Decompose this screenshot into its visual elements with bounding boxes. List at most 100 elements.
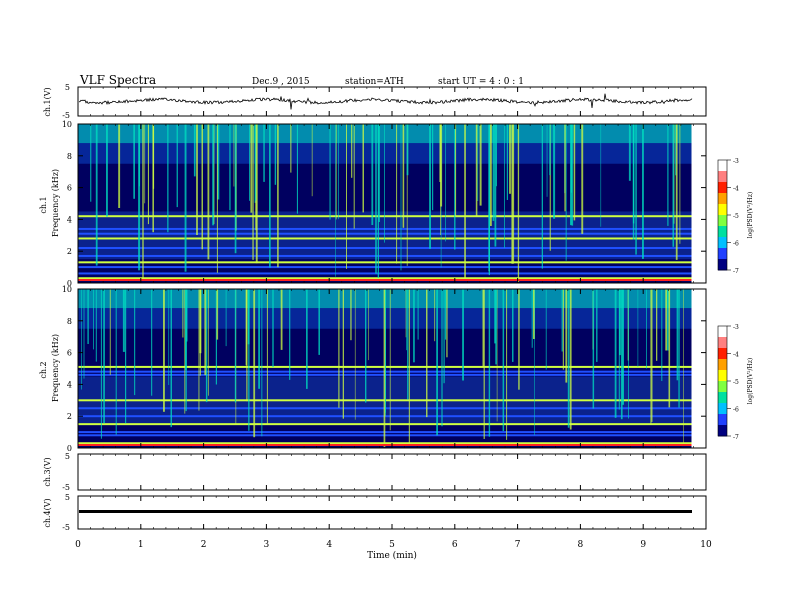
- spheric-line: [87, 289, 89, 344]
- spheric-line: [417, 289, 419, 340]
- spheric-line: [233, 124, 235, 187]
- ch1-spectrogram-panel: 10 8 6 4 2 0 ch.1 Frequency (kHz): [39, 120, 707, 288]
- spheric-line: [553, 124, 556, 219]
- figure-title: VLF Spectra: [79, 73, 156, 87]
- spheric-line: [600, 124, 602, 227]
- spheric-line: [494, 289, 496, 344]
- spheric-line: [494, 124, 496, 218]
- spheric-line: [252, 124, 254, 260]
- spheric-line: [455, 124, 457, 217]
- spheric-line: [378, 124, 380, 222]
- spectral-band: [78, 272, 692, 275]
- spheric-line: [152, 124, 155, 189]
- spheric-line: [573, 124, 576, 221]
- spheric-line: [534, 289, 535, 436]
- spheric-line: [668, 289, 671, 408]
- spheric-line: [495, 289, 497, 365]
- spectral-band: [78, 261, 692, 264]
- ch3-wave-panel: 5 -5 ch.3(V): [43, 452, 707, 492]
- ch2-spectrogram-panel: 10 8 6 4 2 0 ch.2 Frequency (kHz): [39, 285, 707, 453]
- spheric-line: [531, 289, 533, 348]
- spheric-line: [462, 289, 464, 381]
- ch1-colorbar: -3 -4 -5 -6 -7 log(PSD(V²/Hz): [717, 158, 754, 275]
- spheric-line: [620, 289, 623, 420]
- spheric-line: [676, 289, 679, 381]
- spheric-line: [464, 124, 466, 281]
- spheric-line: [482, 289, 484, 368]
- spheric-line: [518, 289, 520, 390]
- spheric-line: [371, 124, 374, 225]
- spheric-line: [678, 289, 680, 408]
- spheric-line: [266, 289, 268, 425]
- spheric-line: [441, 289, 443, 427]
- spheric-line: [229, 124, 231, 211]
- spheric-line: [142, 124, 144, 281]
- ch1-spec-ylabel-freq: Frequency (kHz): [51, 169, 60, 237]
- spheric-line: [492, 124, 495, 221]
- spheric-line: [318, 289, 320, 355]
- spheric-line: [596, 289, 598, 362]
- spheric-line: [408, 289, 410, 445]
- ch2-ytick-label: 2: [67, 412, 72, 421]
- spheric-line: [506, 124, 508, 200]
- spheric-line: [377, 124, 379, 278]
- x-tick-label: 5: [389, 540, 395, 550]
- spheric-line: [628, 124, 631, 181]
- spheric-line: [215, 289, 217, 385]
- spheric-line: [255, 124, 258, 264]
- spheric-line: [167, 124, 169, 233]
- spheric-line: [656, 289, 658, 361]
- spheric-line: [439, 124, 441, 182]
- spheric-line: [666, 289, 669, 351]
- spheric-line: [483, 289, 485, 439]
- spheric-line: [667, 124, 669, 226]
- spheric-line: [405, 289, 407, 338]
- spheric-line: [234, 289, 237, 403]
- spheric-line: [592, 289, 595, 409]
- spheric-line: [95, 124, 98, 266]
- station-label: station=ATH: [345, 77, 404, 87]
- ch1-wave-trace: [78, 93, 693, 110]
- spheric-line: [342, 289, 344, 419]
- spheric-line: [665, 289, 667, 351]
- spheric-line: [217, 124, 220, 200]
- spheric-line: [651, 289, 653, 422]
- colorbar-tick-label: -3: [733, 158, 739, 165]
- spheric-line: [335, 124, 336, 277]
- spectral-band: [78, 247, 692, 250]
- x-tick-label: 1: [138, 540, 144, 550]
- spheric-line: [263, 124, 265, 182]
- spheric-line: [93, 289, 94, 350]
- spheric-line: [511, 124, 513, 264]
- spheric-line: [637, 289, 639, 367]
- spheric-line: [619, 289, 621, 356]
- spheric-line: [683, 289, 684, 445]
- date-label: Dec.9 , 2015: [252, 77, 310, 87]
- spheric-line: [338, 124, 339, 220]
- spheric-line: [545, 289, 547, 370]
- spheric-line: [296, 124, 298, 214]
- spheric-line: [635, 124, 637, 255]
- ch2-spec-ylabel: ch.2: [39, 361, 48, 378]
- spheric-line: [134, 289, 136, 396]
- spheric-line: [329, 124, 331, 220]
- spheric-line: [95, 289, 97, 362]
- ch4-wave-tick-top: 5: [65, 493, 70, 502]
- spheric-line: [254, 124, 256, 203]
- spheric-line: [546, 124, 548, 197]
- spheric-line: [504, 124, 505, 248]
- spheric-line: [549, 124, 551, 251]
- spheric-line: [506, 289, 508, 440]
- spheric-line: [512, 124, 515, 264]
- spheric-line: [122, 289, 125, 352]
- spheric-line: [614, 289, 617, 418]
- spheric-line: [368, 289, 369, 361]
- spheric-line: [277, 124, 279, 268]
- ch4-wave-ylabel: ch.4(V): [43, 498, 52, 527]
- spheric-line: [494, 124, 497, 247]
- spheric-line: [632, 124, 635, 224]
- spheric-line: [250, 124, 253, 213]
- ch1-ytick-label: 0: [67, 279, 72, 288]
- ch1-wave-tick-top: 5: [65, 83, 70, 92]
